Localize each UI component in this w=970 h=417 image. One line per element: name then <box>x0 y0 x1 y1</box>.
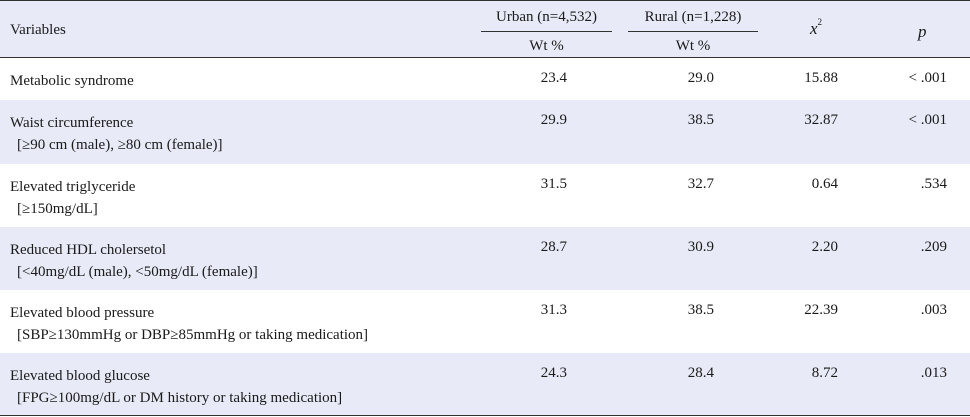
header-urban-unit: Wt % <box>529 38 564 54</box>
chi-square-value: 0.64 <box>811 176 838 192</box>
row-label: Reduced HDL cholersetol [<40mg/dL (male),… <box>10 239 258 283</box>
urban-value: 31.3 <box>540 302 567 318</box>
urban-value: 29.9 <box>540 112 567 128</box>
table-header: Variables Urban (n=4,532) Rural (n=1,228… <box>0 0 970 58</box>
table-row: Elevated blood glucose [FPG≥100mg/dL or D… <box>0 353 970 416</box>
header-chi-square: x2 <box>810 17 823 39</box>
row-label: Elevated blood pressure [SBP≥130mmHg or D… <box>10 302 368 346</box>
rural-value: 30.9 <box>687 239 714 255</box>
table-row: Elevated blood pressure [SBP≥130mmHg or D… <box>0 290 970 353</box>
urban-value: 28.7 <box>540 239 567 255</box>
row-label-text: Waist circumference <box>10 115 134 131</box>
p-value: .003 <box>920 302 947 318</box>
row-label: Elevated blood glucose [FPG≥100mg/dL or D… <box>10 365 342 409</box>
chi-square-value: 32.87 <box>804 112 838 128</box>
row-criteria: [≥90 cm (male), ≥80 cm (female)] <box>17 137 223 153</box>
row-label: Metabolic syndrome <box>10 70 134 92</box>
row-label-text: Elevated blood glucose <box>10 368 150 384</box>
p-value: < .001 <box>908 70 947 86</box>
rural-value: 28.4 <box>687 365 714 381</box>
header-urban: Urban (n=4,532) <box>496 9 597 25</box>
rural-value: 38.5 <box>687 302 714 318</box>
row-criteria: [SBP≥130mmHg or DBP≥85mmHg or taking med… <box>17 327 369 343</box>
table-row: Elevated triglyceride [≥150mg/dL] 31.5 32… <box>0 164 970 227</box>
p-value: < .001 <box>908 112 947 128</box>
header-rural: Rural (n=1,228) <box>644 9 742 25</box>
row-label-text: Elevated blood pressure <box>10 305 155 321</box>
rural-value: 29.0 <box>687 70 714 86</box>
row-label-text: Reduced HDL cholersetol <box>10 242 167 258</box>
rural-value: 38.5 <box>687 112 714 128</box>
rural-value: 32.7 <box>687 176 714 192</box>
chi-square-value: 2.20 <box>811 239 838 255</box>
p-value: .209 <box>920 239 947 255</box>
urban-underline <box>481 31 612 32</box>
table-row: Waist circumference [≥90 cm (male), ≥80 c… <box>0 100 970 164</box>
header-variables: Variables <box>10 22 66 38</box>
urban-value: 31.5 <box>540 176 567 192</box>
row-label: Waist circumference [≥90 cm (male), ≥80 c… <box>10 112 223 156</box>
chi-square-value: 22.39 <box>804 302 838 318</box>
header-rural-unit: Wt % <box>675 38 711 54</box>
table-row: Reduced HDL cholersetol [<40mg/dL (male),… <box>0 227 970 290</box>
chi-superscript: 2 <box>817 17 823 28</box>
chi-symbol: x <box>810 19 818 38</box>
urban-value: 24.3 <box>540 365 567 381</box>
row-criteria: [≥150mg/dL] <box>17 201 98 217</box>
row-criteria: [<40mg/dL (male), <50mg/dL (female)] <box>17 264 258 280</box>
chi-square-value: 8.72 <box>811 365 838 381</box>
urban-value: 23.4 <box>540 70 567 86</box>
table-row: Metabolic syndrome 23.4 29.0 15.88 < .00… <box>0 58 970 100</box>
p-value: .013 <box>920 365 947 381</box>
row-criteria: [FPG≥100mg/dL or DM history or taking me… <box>17 390 343 406</box>
header-p-value: p <box>918 22 927 41</box>
row-label-text: Metabolic syndrome <box>10 73 134 89</box>
row-label-text: Elevated triglyceride <box>10 179 136 195</box>
rural-underline <box>628 31 758 32</box>
chi-square-value: 15.88 <box>804 70 838 86</box>
row-label: Elevated triglyceride [≥150mg/dL] <box>10 176 135 220</box>
p-value: .534 <box>920 176 947 192</box>
